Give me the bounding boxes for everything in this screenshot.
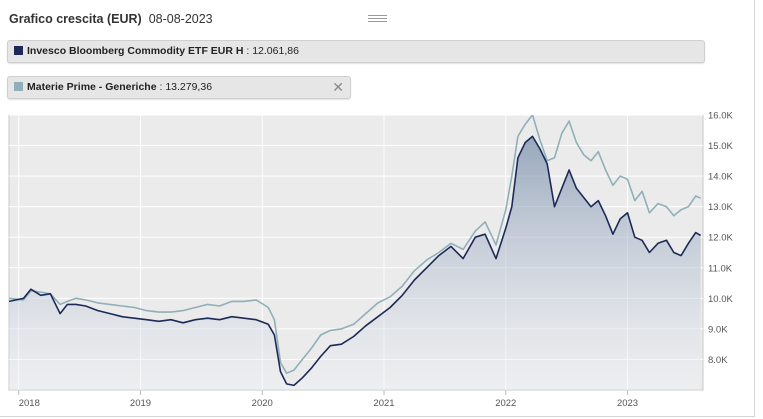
y-tick-label: 16.0K xyxy=(708,111,733,122)
y-tick-label: 10.0K xyxy=(708,294,733,305)
chart-date: 08-08-2023 xyxy=(148,12,213,26)
x-tick-label: 2020 xyxy=(252,398,273,409)
hamburger-menu-icon[interactable] xyxy=(368,15,387,25)
y-tick-label: 13.0K xyxy=(708,202,733,213)
series-area-invesco-bloomberg-commodity-etf-eur-h xyxy=(9,136,701,390)
legend-name-category: Materie Prime - Generiche xyxy=(27,81,157,93)
chart-title: Grafico crescita (EUR) xyxy=(9,12,142,26)
x-tick-label: 2021 xyxy=(373,398,394,409)
legend-item-category[interactable]: Materie Prime - Generiche : 13.279,36 ✕ xyxy=(7,76,351,99)
series-line-invesco-bloomberg-commodity-etf-eur-h xyxy=(9,135,701,387)
x-tick-label: 2018 xyxy=(19,398,40,409)
x-tick-label: 2023 xyxy=(617,398,638,409)
legend-value-fund: : 12.061,86 xyxy=(246,45,299,57)
y-tick-label: 9.0K xyxy=(708,324,728,335)
legend-name-fund: Invesco Bloomberg Commodity ETF EUR H xyxy=(27,45,244,57)
y-tick-label: 8.0K xyxy=(708,355,728,366)
legend-item-fund[interactable]: Invesco Bloomberg Commodity ETF EUR H : … xyxy=(7,40,705,63)
close-icon[interactable]: ✕ xyxy=(332,79,344,95)
y-tick-label: 11.0K xyxy=(708,263,733,274)
y-tick-label: 14.0K xyxy=(708,172,733,183)
legend-swatch-category xyxy=(14,82,23,91)
x-tick-label: 2022 xyxy=(495,398,516,409)
y-tick-label: 15.0K xyxy=(708,141,733,152)
legend-value-category: : 13.279,36 xyxy=(159,81,213,93)
y-tick-label: 12.0K xyxy=(708,233,733,244)
legend-swatch-fund xyxy=(14,46,23,55)
series-line-materie-prime-generiche xyxy=(9,115,701,374)
chart-header: Grafico crescita (EUR) 08-08-2023 xyxy=(9,12,213,26)
x-tick-label: 2019 xyxy=(130,398,151,409)
